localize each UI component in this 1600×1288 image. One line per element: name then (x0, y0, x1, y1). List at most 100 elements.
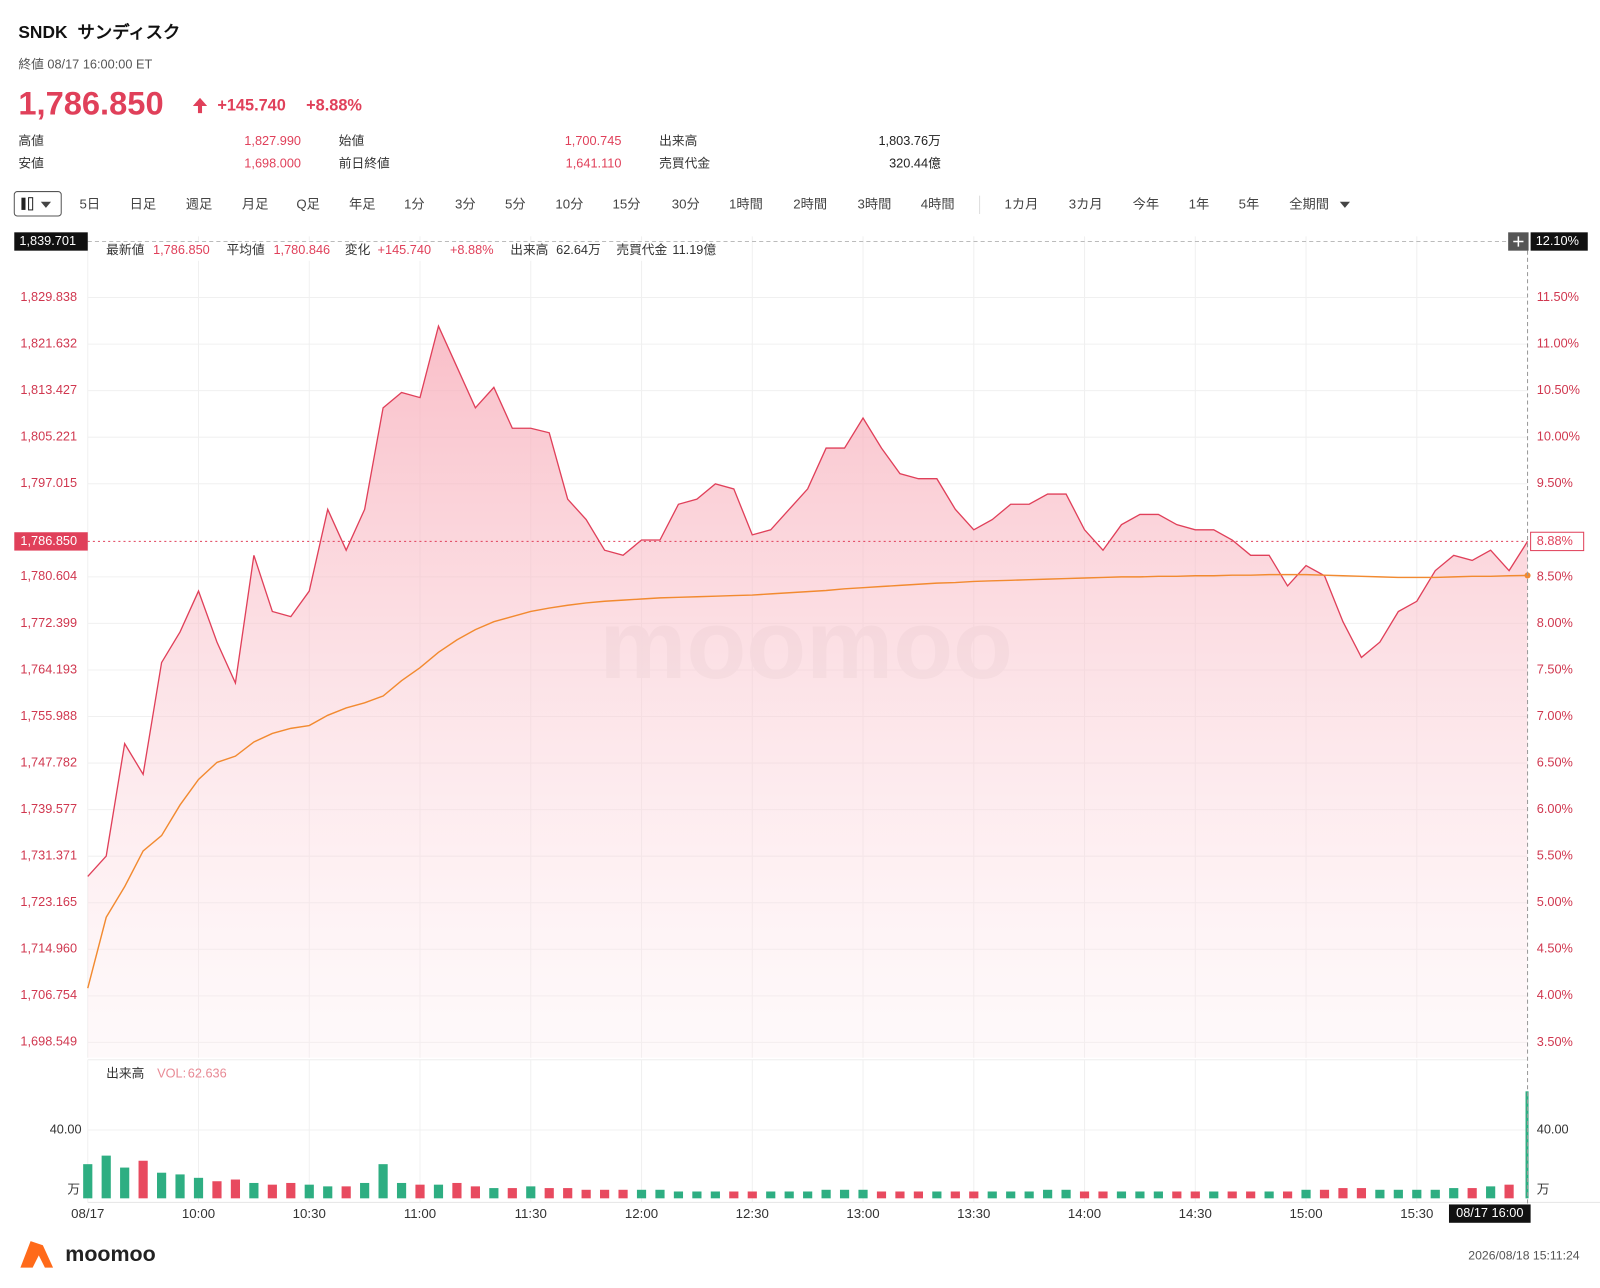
range-button[interactable]: 3カ月 (1069, 196, 1103, 211)
brand: moomoo (65, 1242, 155, 1266)
y-tick-label: 1,706.754 (20, 987, 77, 1002)
volume-bar (1061, 1189, 1071, 1199)
stat-label: 売買代金 (659, 155, 710, 170)
readout-item: 売買代金 (616, 242, 667, 257)
interval-button[interactable]: 1時間 (729, 196, 763, 211)
y-tick-label: 1,805.221 (20, 429, 77, 444)
volume-bar (415, 1184, 425, 1199)
unit-label: 万 (1537, 1182, 1550, 1197)
volume-bar (1412, 1189, 1422, 1199)
volume-bar (858, 1189, 868, 1199)
volume-bar (156, 1172, 167, 1199)
volume-bar (1246, 1191, 1256, 1199)
crosshair-time-box (1448, 1204, 1531, 1223)
interval-button[interactable]: Q足 (296, 196, 320, 211)
y-tick-label: 1,813.427 (20, 382, 77, 397)
volume-bar (1043, 1189, 1053, 1199)
unit-label: 万 (67, 1182, 80, 1197)
volume-bar (1449, 1188, 1459, 1199)
volume-bar (618, 1189, 628, 1199)
volume-bar (600, 1189, 610, 1199)
x-tick-label: 12:00 (625, 1206, 658, 1221)
interval-button[interactable]: 15分 (613, 196, 641, 211)
toolbar (13, 191, 981, 217)
range-button[interactable]: 全期間 (1289, 195, 1329, 211)
volume-bar (803, 1191, 813, 1199)
volume-title: 出来高 (106, 1065, 144, 1080)
interval-button[interactable]: 週足 (186, 196, 213, 211)
volume-bar (378, 1164, 388, 1199)
volume-bar (766, 1191, 776, 1199)
y-tick-label: 1,698.549 (20, 1034, 77, 1049)
readout-item: 1,786.850 (153, 242, 210, 257)
volume-bar (636, 1189, 647, 1199)
y2-tick-label: 40.00 (1537, 1121, 1569, 1136)
crosshair-price-box (14, 232, 88, 251)
change: +145.740 (217, 96, 285, 114)
interval-button[interactable]: 3時間 (858, 196, 892, 211)
volume-bar (1098, 1191, 1108, 1199)
volume-bar (1356, 1188, 1367, 1199)
y2-tick-label: 4.00% (1537, 987, 1573, 1002)
timestamp: 2026/08/18 15:11:24 (1468, 1249, 1579, 1263)
chart-style-button[interactable] (13, 191, 62, 217)
range-button[interactable]: 5年 (1239, 196, 1260, 211)
x-tick-label: 13:30 (957, 1206, 990, 1221)
volume-bar (1504, 1184, 1514, 1199)
readout-item: +145.740 (378, 242, 432, 257)
volume-bar (1135, 1191, 1145, 1199)
company-name: サンディスク (78, 22, 181, 42)
volume-bar (1430, 1189, 1440, 1199)
y2-tick-label: 4.50% (1537, 941, 1573, 956)
x-tick-label: 15:30 (1400, 1206, 1433, 1221)
volume-bar (396, 1182, 407, 1199)
price-line (87, 324, 1529, 877)
volume-bar (138, 1160, 148, 1199)
volume-bar (839, 1189, 850, 1199)
interval-button[interactable]: 年足 (349, 196, 376, 211)
y-tick-label: 1,755.988 (20, 708, 77, 723)
y2-tick-label: 6.50% (1537, 754, 1573, 769)
volume-bar (1190, 1191, 1200, 1199)
x-tick-label: 11:00 (404, 1206, 436, 1221)
icon (21, 197, 26, 210)
interval-button[interactable]: 2時間 (793, 196, 827, 211)
interval-button[interactable]: 4時間 (921, 196, 955, 211)
interval-button[interactable]: 1分 (404, 196, 425, 211)
y2-tick-label: 9.50% (1537, 475, 1573, 490)
status: 終値 08/17 16:00:00 ET (18, 57, 152, 72)
readout-bg (97, 240, 752, 261)
range-button[interactable]: 1年 (1189, 196, 1210, 211)
interval-button[interactable]: 日足 (130, 196, 157, 211)
y-tick-label: 1,747.782 (20, 754, 77, 769)
volume-bar (710, 1191, 720, 1199)
current-price-label: 1,786.850 (20, 533, 77, 548)
y2-tick-label: 3.50% (1537, 1034, 1573, 1049)
readout-item: 出来高 (510, 242, 548, 257)
volume-bar (563, 1188, 573, 1199)
range-button[interactable]: 1カ月 (1004, 196, 1038, 211)
volume-bar (1006, 1191, 1016, 1199)
y2-tick-label: 7.00% (1537, 708, 1573, 723)
logo-mark (20, 1241, 54, 1268)
volume-bar (932, 1191, 942, 1199)
x-tick-label: 08/17 (71, 1206, 104, 1221)
interval-button[interactable]: 30分 (672, 196, 700, 211)
stat-label: 安値 (18, 155, 44, 170)
readout-item: 変化 (345, 242, 371, 257)
range-button[interactable]: 今年 (1133, 196, 1160, 211)
y-tick-label: 1,739.577 (20, 801, 77, 816)
interval-button[interactable]: 5日 (79, 196, 100, 211)
interval-button[interactable]: 3分 (455, 196, 476, 211)
volume-bar (784, 1191, 794, 1199)
interval-button[interactable]: 10分 (555, 196, 583, 211)
volume-bar (341, 1186, 351, 1199)
y-tick-label: 1,821.632 (20, 335, 77, 350)
stat-label: 始値 (339, 133, 365, 148)
interval-button[interactable]: 月足 (242, 196, 269, 211)
crosshair-pct: 12.10% (1536, 233, 1579, 248)
volume-bar (876, 1191, 887, 1199)
interval-button[interactable]: 5分 (505, 196, 526, 211)
volume-bar (1264, 1191, 1274, 1199)
volume-bar (1282, 1191, 1293, 1199)
